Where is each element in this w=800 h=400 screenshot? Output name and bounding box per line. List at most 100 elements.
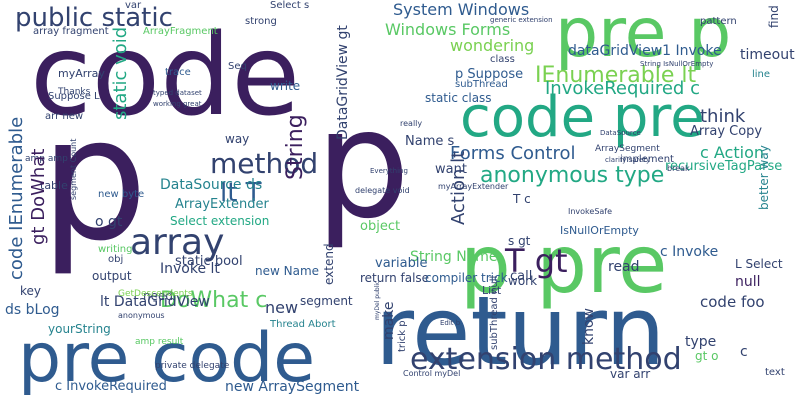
word-array_copy: Array Copy	[690, 124, 763, 139]
word-amp_amp: amp amp	[25, 154, 68, 164]
word-segment: segment	[300, 294, 353, 308]
word-static_class: static class	[425, 91, 492, 105]
word-prep: pre p	[555, 0, 732, 73]
word-null: null	[735, 274, 761, 290]
word-var: var	[125, 0, 142, 11]
word-strong: strong	[245, 16, 277, 27]
word-arr_new: arr new	[45, 111, 84, 122]
word-pattern: pattern	[700, 16, 737, 27]
word-code_big: code	[30, 11, 301, 141]
word-lt_datagridview: lt DataGridView	[100, 294, 210, 310]
word-c_invokerequired: c InvokeRequired	[55, 379, 167, 394]
word-suppose_l: Suppose L	[48, 91, 100, 102]
word-dowhat_c: DoWhat c	[160, 288, 268, 313]
word-invokerequired_c: InvokeRequired c	[545, 78, 700, 99]
word-static_bool: static bool	[175, 254, 243, 269]
word-lt_t: lt T	[220, 178, 262, 208]
word-better_way: better way	[757, 145, 771, 210]
word-implement: implement	[620, 154, 674, 165]
word-p_suppose: p Suppose	[455, 67, 524, 82]
word-work: work	[508, 274, 538, 288]
word-code_ienumerable: code IEnumerable	[6, 116, 27, 280]
word-private_delegate: private delegate	[155, 361, 230, 371]
word-thanks: Thanks	[58, 87, 91, 97]
word-t_c: T c	[513, 192, 531, 206]
word-amp_result: amp result	[135, 337, 184, 347]
word-getdescendents: GetDescendents	[118, 289, 193, 299]
word-wondering: wondering	[450, 36, 535, 55]
word-read: read	[608, 259, 640, 275]
word-c_invoke: c Invoke	[660, 244, 719, 260]
word-thread_abort: Thread Abort	[270, 319, 336, 330]
word-working_great: working great	[153, 100, 202, 108]
word-return_false: return false	[360, 271, 430, 285]
word-seq: Seq	[228, 61, 247, 72]
word-t_gt: T gt	[505, 242, 568, 280]
word-o_gt: o gt	[95, 214, 123, 230]
word-datagridview1_invoke: dataGridView1 Invoke	[568, 43, 722, 59]
word-select_s: Select s	[270, 0, 310, 11]
word-var_arr: var arr	[610, 367, 651, 381]
word-arrayfragment: ArrayFragment	[143, 26, 218, 37]
word-reallyword: really	[400, 119, 423, 128]
word-string_name: String Name	[410, 249, 498, 265]
word-new_arraysegment: new ArraySegment	[225, 379, 360, 395]
word-timeout: timeout	[740, 47, 795, 63]
word-string_isnull: String IsNullOrEmpty	[640, 60, 714, 68]
word-trace: trace	[165, 67, 191, 78]
word-key: key	[20, 284, 42, 298]
word-p_pre: p pre	[460, 218, 668, 311]
word-l_select: L Select	[735, 257, 783, 271]
word-system_windows: System Windows	[393, 0, 530, 19]
word-invokesafe: InvokeSafe	[568, 207, 613, 216]
word-ienumerable_lt: IEnumerable lt	[535, 63, 697, 88]
word-variable: variable	[375, 256, 428, 271]
word-mydel_public: myDel public	[374, 280, 381, 320]
word-myarray: myArray	[58, 67, 105, 80]
word-string: String	[283, 114, 308, 180]
word-datagridview_gt: DataGridView gt	[335, 25, 351, 140]
word-code_pre: code pre	[460, 85, 705, 150]
word-delegate_void: delegate void	[355, 186, 410, 195]
word-find: find	[767, 5, 781, 28]
word-class: class	[490, 54, 515, 65]
word-gt_dowhat: gt DoWhat	[28, 148, 49, 245]
word-typed_dataset: typed dataset	[153, 89, 202, 97]
word-datasource_ds: DataSource ds	[160, 177, 263, 193]
word-arrayextender: ArrayExtender	[175, 197, 269, 212]
word-think: think	[700, 106, 746, 127]
word-c_word: c	[740, 344, 748, 360]
word-invoke_lt: Invoke lt	[160, 261, 220, 277]
word-list: List	[482, 284, 502, 297]
word-yourstring: yourString	[48, 322, 111, 336]
word-subthread_null: subThread null	[489, 275, 500, 350]
word-name_s: Name s	[405, 134, 455, 149]
word-windows_forms: Windows Forms	[385, 20, 511, 39]
word-c_action: c Action	[700, 143, 764, 162]
word-output: output	[92, 269, 132, 283]
word-subthread: subThread	[455, 79, 508, 90]
word-ds_blog: ds bLog	[5, 302, 60, 318]
word-public_static: public static	[15, 3, 173, 33]
word-generic_extension: generic extension	[490, 16, 553, 24]
word-table: table	[40, 179, 68, 192]
word-text: text	[765, 367, 785, 378]
word-array_fragment: array fragment	[33, 26, 109, 37]
word-s_gt: s gt	[508, 234, 531, 248]
word-forms_control: Forms Control	[450, 143, 576, 164]
word-everything: Everything	[370, 167, 408, 175]
word-extension_method: extension method	[410, 342, 682, 377]
word-control_mydel: Control myDel	[403, 369, 461, 378]
word-anonymous_type: anonymous type	[480, 163, 665, 188]
word-method: method	[210, 147, 319, 180]
word-writing: writing	[98, 244, 133, 255]
word-way: way	[225, 132, 250, 146]
word-edit_b: Edit b	[440, 319, 461, 327]
word-extend: extend	[322, 243, 336, 285]
word-p_big2: p	[315, 78, 411, 252]
word-recursivetagparse: recursiveTagParse	[665, 159, 783, 174]
word-new_name: new Name	[255, 264, 320, 278]
word-trick_p: trick p	[397, 320, 408, 352]
word-new: new	[265, 298, 299, 317]
